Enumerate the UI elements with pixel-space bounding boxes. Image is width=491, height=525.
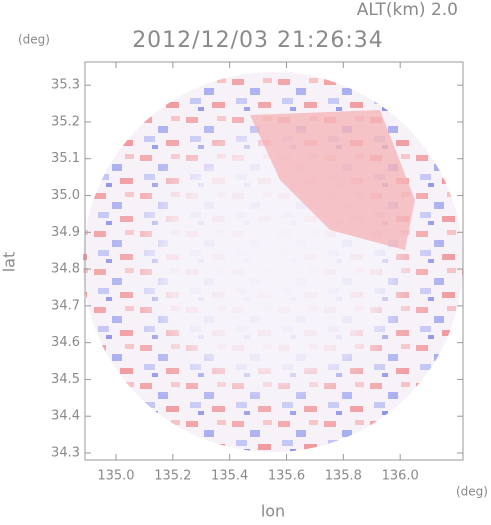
- y-tick-label: 34.4: [51, 409, 80, 424]
- plot-frame: [84, 61, 464, 461]
- y-unit: (deg): [18, 33, 50, 47]
- x-axis-label: lon: [261, 502, 285, 521]
- x-tick-label: 136.0: [382, 469, 419, 484]
- y-tick-label: 35.2: [51, 114, 80, 129]
- x-unit: (deg): [456, 485, 488, 499]
- y-tick-label: 34.8: [51, 262, 80, 277]
- x-tick-label: 135.4: [211, 469, 248, 484]
- y-axis-label: lat: [0, 252, 19, 273]
- y-tick-label: 35.0: [51, 188, 80, 203]
- y-tick-label: 34.3: [51, 446, 80, 461]
- y-tick-label: 35.1: [51, 151, 80, 166]
- x-tick-label: 135.8: [325, 469, 362, 484]
- x-tick-label: 135.6: [268, 469, 305, 484]
- y-tick-label: 34.7: [51, 298, 80, 313]
- x-tick-label: 135.2: [154, 469, 191, 484]
- radar-field: [83, 72, 463, 452]
- altitude-label: ALT(km) 2.0: [357, 0, 458, 20]
- y-tick-label: 34.9: [51, 225, 80, 240]
- y-tick-label: 35.3: [51, 78, 80, 93]
- y-tick-label: 34.5: [51, 372, 80, 387]
- y-tick-label: 34.6: [51, 335, 80, 350]
- x-tick-label: 135.0: [97, 469, 134, 484]
- chart-title: 2012/12/03 21:26:34: [132, 28, 384, 53]
- radar-echo-patch: [250, 110, 415, 250]
